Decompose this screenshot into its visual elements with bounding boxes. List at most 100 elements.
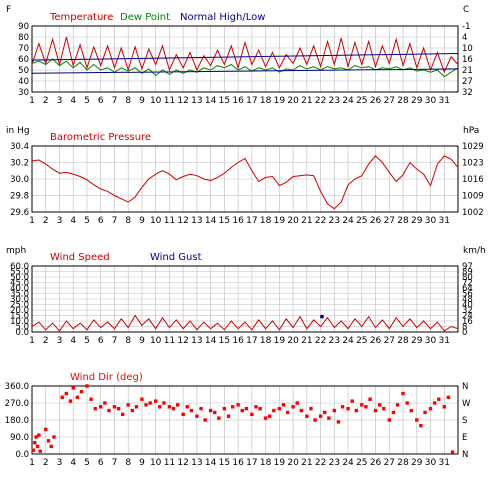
temperature-left-unit: F <box>6 5 11 15</box>
x-tick-label: 28 <box>397 458 409 468</box>
y-right-tick-label: 89 <box>462 268 473 278</box>
y-tick-label: 60 <box>18 55 29 65</box>
dir-point <box>299 408 304 413</box>
dir-point <box>354 408 359 413</box>
x-tick-label: 15 <box>219 96 230 106</box>
x-tick-label: 10 <box>150 336 162 346</box>
y-tick-label: 40 <box>18 77 29 87</box>
x-tick-label: 8 <box>125 96 131 106</box>
dir-point <box>423 410 427 415</box>
y-right-tick-label: 27 <box>462 77 473 87</box>
dir-point <box>222 406 227 411</box>
dir-point <box>240 408 244 413</box>
x-tick-label: 10 <box>150 96 162 106</box>
normal_high-line <box>31 53 459 61</box>
y-tick-label: 0.0 <box>15 450 29 460</box>
x-tick-label: 19 <box>274 336 286 346</box>
dir-point <box>360 403 364 407</box>
legend-normal-high-low: Normal High/Low <box>180 12 265 23</box>
y-tick-label: 50.0 <box>10 273 29 283</box>
x-tick-label: 23 <box>329 336 340 346</box>
dir-point <box>46 439 51 443</box>
y-tick-label: 90 <box>18 22 29 32</box>
x-tick-label: 15 <box>219 336 230 346</box>
dir-point <box>258 406 262 411</box>
dir-point <box>158 405 162 409</box>
x-tick-label: 23 <box>329 96 340 106</box>
x-tick-label: 11 <box>164 216 175 226</box>
x-tick-label: 3 <box>57 458 63 468</box>
x-tick-label: 14 <box>205 96 217 106</box>
dir-point <box>272 408 276 413</box>
x-tick-label: 29 <box>411 458 423 468</box>
dir-point <box>134 405 139 409</box>
y-right-tick-label: 64 <box>462 284 473 294</box>
x-tick-label: 9 <box>139 216 145 226</box>
plot-frame <box>31 385 459 455</box>
dir-point <box>277 406 282 411</box>
dir-point <box>185 405 189 409</box>
dir-point <box>336 420 341 424</box>
gust-point <box>320 314 324 319</box>
plot-frame <box>31 265 459 333</box>
y-tick-label: 80 <box>18 33 29 43</box>
x-tick-label: 14 <box>205 336 217 346</box>
dir-point <box>450 450 455 454</box>
x-tick-label: 27 <box>384 216 395 226</box>
dir-point <box>244 406 249 411</box>
wind-left-unit: mph <box>6 246 26 256</box>
dir-point <box>432 401 437 405</box>
y-right-tick-label: 97 <box>462 262 473 272</box>
x-tick-label: 7 <box>112 216 118 226</box>
x-tick-label: 20 <box>287 96 299 106</box>
dir-point <box>195 414 199 418</box>
x-tick-label: 24 <box>342 96 354 106</box>
dir-point <box>148 401 152 405</box>
x-tick-label: 22 <box>315 96 326 106</box>
dir-point <box>52 435 56 439</box>
x-tick-label: 5 <box>84 336 90 346</box>
y-right-tick-label: N <box>462 382 468 392</box>
y-tick-label: 50 <box>18 66 29 76</box>
x-tick-label: 20 <box>287 458 299 468</box>
x-tick-label: 17 <box>246 336 257 346</box>
dir-point <box>250 412 254 417</box>
x-tick-label: 5 <box>84 96 90 106</box>
normal_low-line <box>31 68 459 74</box>
wind-dir-panel: Wind Dir (deg) 1 2 3 4 5 6 7 8 9 10 11 12 13 14 15 16 17… <box>5 372 471 468</box>
x-tick-label: 31 <box>439 336 450 346</box>
y-right-tick-label: 0 <box>462 328 467 338</box>
x-tick-label: 25 <box>356 96 367 106</box>
x-tick-label: 25 <box>356 216 367 226</box>
dir-point <box>340 405 345 409</box>
x-tick-label: 5 <box>84 458 90 468</box>
x-tick-label: 19 <box>274 458 286 468</box>
dir-point <box>213 410 217 415</box>
y-tick-label: 360.0 <box>5 382 29 392</box>
temperature-right-unit: C <box>463 5 469 15</box>
x-tick-label: 27 <box>384 96 395 106</box>
x-tick-label: 2 <box>43 336 49 346</box>
x-tick-label: 29 <box>411 336 423 346</box>
dir-point <box>107 408 111 413</box>
dir-point <box>309 406 313 411</box>
y-right-tick-label: -1 <box>462 22 470 32</box>
dir-point <box>68 399 73 403</box>
y-right-tick-label: 32 <box>462 88 473 98</box>
x-tick-label: 13 <box>191 216 202 226</box>
x-tick-label: 30 <box>425 336 437 346</box>
dir-point <box>31 448 36 452</box>
y-right-tick-label: W <box>462 399 471 409</box>
x-tick-label: 11 <box>164 96 175 106</box>
x-tick-label: 12 <box>177 458 188 468</box>
x-tick-label: 4 <box>70 458 76 468</box>
x-tick-label: 17 <box>246 216 257 226</box>
dir-point <box>368 397 372 401</box>
dir-point <box>395 403 400 407</box>
dir-point <box>167 405 172 409</box>
x-tick-label: 16 <box>232 96 244 106</box>
x-tick-label: 26 <box>370 336 382 346</box>
x-tick-label: 2 <box>43 216 49 226</box>
x-tick-label: 25 <box>356 336 367 346</box>
x-tick-label: 28 <box>397 216 409 226</box>
